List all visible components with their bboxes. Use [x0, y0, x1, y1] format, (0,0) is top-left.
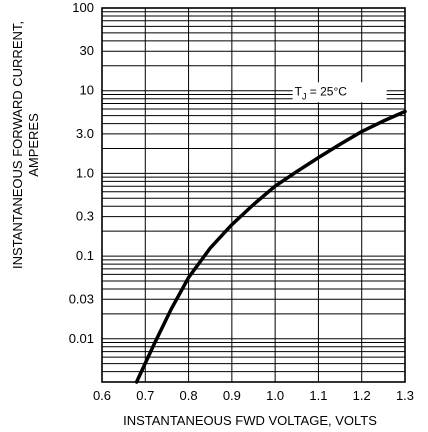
y-tick-label: 0.01: [69, 331, 94, 346]
x-tick-label: 0.7: [136, 388, 154, 403]
plot-border: [101, 7, 406, 383]
x-axis-label: INSTANTANEOUS FWD VOLTAGE, VOLTS: [123, 413, 377, 428]
y-tick-label: 0.1: [76, 248, 94, 263]
x-tick-label: 0.9: [223, 388, 241, 403]
y-axis-label-line: INSTANTANEOUS FORWARD CURRENT,: [10, 21, 25, 269]
x-tick-label: 1.3: [396, 388, 414, 403]
x-tick-label: 0.6: [93, 388, 111, 403]
y-axis-label: INSTANTANEOUS FORWARD CURRENT, AMPERES: [10, 21, 41, 269]
y-tick-label: 1.0: [76, 165, 94, 180]
x-tick-label: 1.0: [266, 388, 284, 403]
annotation-background: [292, 82, 387, 103]
y-tick-label: 30: [80, 43, 94, 58]
x-tick-label: 1.1: [309, 388, 327, 403]
x-tick-labels: 0.6 0.7 0.8 0.9 1.0 1.1 1.2 1.3: [93, 388, 414, 403]
grid: [101, 7, 406, 383]
y-tick-label: 0.03: [69, 291, 94, 306]
temperature-label: TJ = 25°C: [295, 84, 348, 101]
y-axis-label-line: AMPERES: [26, 113, 41, 177]
forward-current-curve: [134, 109, 407, 384]
y-tick-label: 0.3: [76, 209, 94, 224]
y-tick-label: 100: [72, 0, 94, 15]
y-tick-label: 3.0: [76, 126, 94, 141]
plot-frame: [101, 7, 406, 383]
y-tick-label: 10: [80, 83, 94, 98]
x-tick-label: 1.2: [353, 388, 371, 403]
x-tick-label: 0.8: [180, 388, 198, 403]
y-tick-labels: 100 30 10 3.0 1.0 0.3 0.1 0.03 0.01: [69, 0, 94, 346]
temperature-annotation: TJ = 25°C: [292, 82, 387, 103]
curve-group: [134, 109, 407, 384]
